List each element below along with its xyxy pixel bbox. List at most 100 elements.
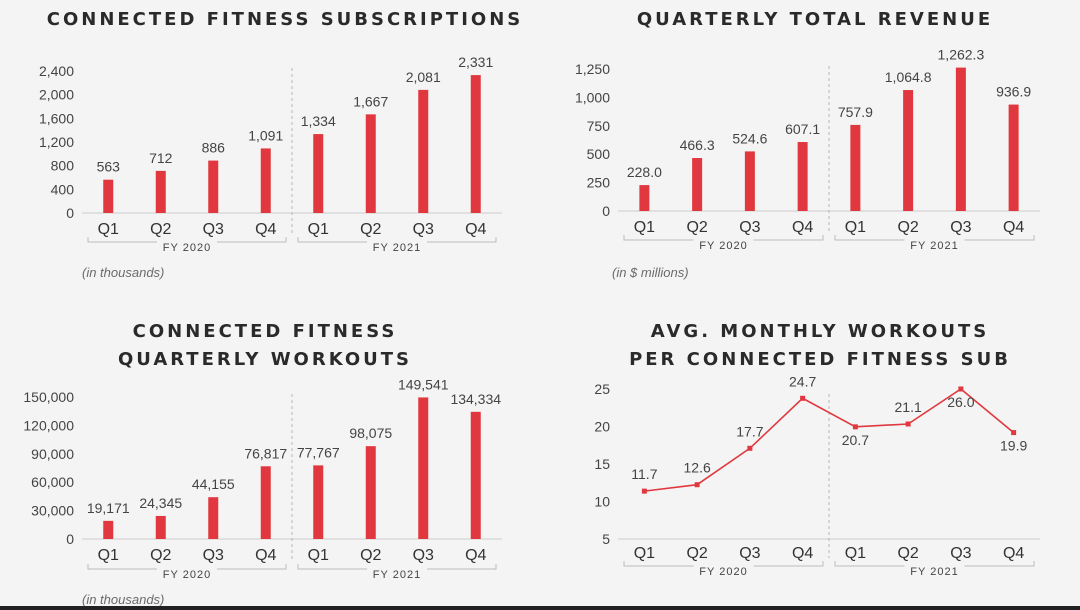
data-label: 149,541	[398, 376, 449, 392]
bar	[955, 67, 966, 211]
series-line	[644, 388, 1015, 492]
y-tick-label: 0	[66, 531, 74, 547]
group-label: FY 2021	[373, 569, 421, 581]
y-tick-label: 30,000	[31, 503, 74, 519]
x-tick-label: Q4	[255, 547, 276, 564]
data-point	[694, 482, 700, 488]
data-label: 936.9	[996, 84, 1031, 100]
group-label: FY 2021	[910, 240, 958, 252]
y-tick-label: 500	[587, 146, 611, 162]
x-tick-label: Q3	[739, 219, 760, 236]
y-tick-label: 1,250	[575, 61, 610, 77]
y-tick-label: 25	[594, 381, 610, 397]
revenue-title: QUARTERLY TOTAL REVENUE	[550, 6, 1080, 34]
x-tick-label: Q3	[413, 547, 434, 564]
data-label: 1,091	[248, 127, 283, 143]
data-label: 98,075	[349, 425, 392, 441]
x-tick-label: Q3	[950, 545, 971, 562]
x-tick-label: Q1	[845, 545, 866, 562]
subscriptions-chart: 0 400 800 1,200 1,600 2,000 2,400 Q1 Q2 Q3 Q4 Q1 Q2 Q…	[39, 54, 502, 254]
x-tick-label: Q3	[413, 221, 434, 238]
y-tick-label: 90,000	[31, 446, 74, 462]
data-label: 134,334	[450, 391, 501, 407]
y-tick-label: 800	[51, 158, 75, 174]
x-tick-label: Q4	[792, 219, 813, 236]
y-tick-label: 20	[594, 419, 610, 435]
revenue-chart: 0 250 500 750 1,000 1,250 Q1 Q2 Q3 Q4 Q1 Q2 Q3 Q4 FY 2…	[575, 47, 1040, 252]
bar	[313, 465, 324, 539]
bar	[103, 179, 114, 213]
group-label-bg	[157, 239, 217, 247]
x-tick-label: Q4	[255, 221, 276, 238]
group-label-bg	[904, 563, 965, 571]
data-point	[852, 424, 858, 430]
data-label: 26.0	[947, 394, 974, 410]
data-label: 2,081	[406, 69, 441, 85]
group-label: FY 2020	[163, 242, 211, 254]
bar	[470, 411, 481, 539]
data-label: 24.7	[789, 373, 816, 389]
bar	[155, 170, 166, 213]
bottom-border	[0, 606, 1080, 610]
title-line: QUARTERLY TOTAL REVENUE	[636, 9, 994, 30]
y-tick-label: 15	[594, 456, 610, 472]
data-point	[905, 421, 911, 427]
data-label: 524.6	[732, 130, 767, 146]
data-label: 77,767	[297, 444, 340, 460]
bar	[260, 148, 271, 213]
x-tick-label: Q3	[739, 545, 760, 562]
data-label: 886	[202, 140, 226, 156]
bar	[639, 185, 650, 211]
x-tick-label: Q1	[634, 219, 655, 236]
data-label: 607.1	[785, 121, 820, 137]
group-label: FY 2021	[910, 566, 958, 578]
bar	[903, 90, 914, 211]
y-tick-label: 150,000	[23, 389, 74, 405]
bar	[797, 142, 808, 211]
y-tick-label: 60,000	[31, 474, 74, 490]
group-label-bg	[693, 237, 754, 245]
data-label: 19.9	[1000, 438, 1027, 454]
subscriptions-units-note: (in thousands)	[82, 265, 165, 280]
y-tick-label: 1,000	[575, 89, 610, 105]
group-label-bg	[157, 566, 217, 574]
x-tick-label: Q2	[686, 545, 707, 562]
y-tick-label: 120,000	[23, 417, 74, 433]
x-tick-label: Q3	[203, 547, 224, 564]
data-point	[800, 395, 806, 401]
data-label: 1,064.8	[885, 69, 932, 85]
y-tick-label: 0	[602, 203, 610, 219]
data-label: 563	[97, 159, 121, 175]
bar	[418, 89, 429, 213]
y-tick-label: 0	[66, 205, 74, 221]
data-point	[1011, 430, 1017, 436]
bar	[470, 75, 481, 214]
data-label: 76,817	[244, 445, 287, 461]
data-label: 1,262.3	[938, 47, 985, 63]
x-tick-label: Q2	[686, 219, 707, 236]
y-tick-label: 2,400	[39, 63, 74, 79]
group-label: FY 2021	[373, 242, 421, 254]
workouts-title: CONNECTED FITNESS QUARTERLY WORKOUTS	[0, 318, 530, 374]
group-label-bg	[367, 239, 427, 247]
data-label: 757.9	[838, 104, 873, 120]
y-tick-label: 1,200	[39, 134, 74, 150]
data-label: 20.7	[842, 432, 869, 448]
x-tick-label: Q3	[950, 219, 971, 236]
x-tick-label: Q1	[634, 545, 655, 562]
x-tick-label: Q2	[150, 547, 171, 564]
bar	[365, 114, 376, 213]
data-label: 1,334	[301, 113, 336, 129]
title-line: CONNECTED FITNESS SUBSCRIPTIONS	[46, 9, 524, 30]
bar	[208, 160, 219, 213]
bar	[850, 124, 861, 211]
avg-workouts-chart: 5 10 15 20 25 Q1 Q2 Q3 Q4 Q1 Q2 Q3 Q4 FY 2020 FY 2021 1…	[594, 373, 1040, 578]
data-label: 228.0	[627, 164, 662, 180]
group-label-bg	[693, 563, 754, 571]
x-tick-label: Q4	[1003, 545, 1024, 562]
group-label: FY 2020	[699, 240, 747, 252]
workouts-chart: 0 30,000 60,000 90,000 120,000 150,000 Q1 Q2 Q3 Q…	[23, 376, 502, 581]
x-tick-label: Q2	[360, 221, 381, 238]
data-label: 2,331	[458, 54, 493, 70]
